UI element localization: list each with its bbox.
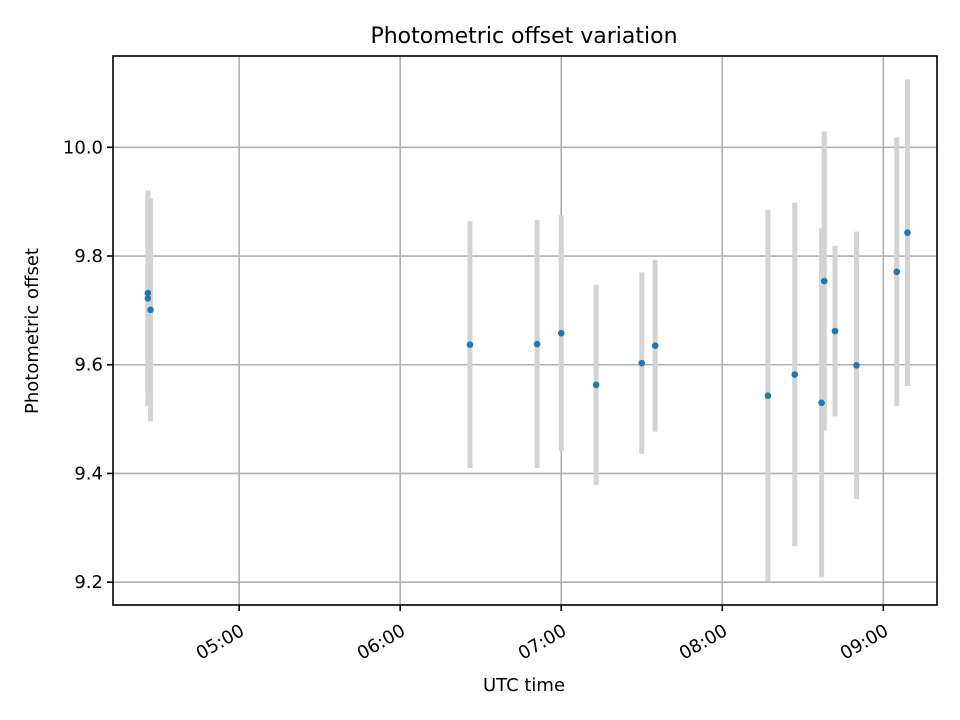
data-point bbox=[831, 327, 839, 335]
y-tick-label: 9.4 bbox=[74, 463, 103, 484]
data-point bbox=[466, 341, 474, 348]
data-point bbox=[638, 359, 646, 367]
data-point bbox=[818, 399, 825, 407]
data-point bbox=[820, 277, 828, 285]
data-point bbox=[764, 392, 772, 400]
data-point bbox=[893, 268, 901, 276]
x-tick-label: 09:00 bbox=[837, 620, 892, 664]
grid-layer bbox=[113, 56, 937, 605]
data-point bbox=[853, 361, 860, 369]
y-axis-label: Photometric offset bbox=[22, 248, 43, 414]
data-point bbox=[557, 329, 565, 337]
data-point bbox=[533, 340, 541, 348]
point-layer bbox=[144, 229, 911, 407]
x-axis-ticks: 05:00 06:00 07:00 08:00 09:00 bbox=[193, 605, 892, 664]
x-tick-label: 06:00 bbox=[354, 620, 409, 664]
data-point bbox=[147, 306, 154, 314]
plot-frame bbox=[112, 55, 938, 606]
data-point bbox=[651, 342, 659, 350]
data-point bbox=[144, 295, 152, 302]
y-axis-ticks: 9.2 9.4 9.6 9.8 10.0 bbox=[63, 137, 113, 593]
x-tick-label: 08:00 bbox=[676, 620, 731, 664]
y-tick-label: 10.0 bbox=[63, 137, 103, 158]
y-tick-label: 9.6 bbox=[74, 355, 103, 376]
x-tick-label: 07:00 bbox=[515, 620, 570, 664]
y-tick-label: 9.2 bbox=[74, 572, 103, 593]
data-point bbox=[144, 289, 152, 297]
data-point bbox=[791, 371, 799, 378]
chart-title: Photometric offset variation bbox=[370, 24, 677, 49]
errorbar-layer bbox=[145, 79, 910, 582]
data-point bbox=[904, 229, 911, 236]
data-point bbox=[592, 381, 600, 389]
x-axis-label: UTC time bbox=[483, 675, 565, 696]
x-tick-label: 05:00 bbox=[193, 620, 248, 664]
y-tick-label: 9.8 bbox=[74, 246, 103, 267]
